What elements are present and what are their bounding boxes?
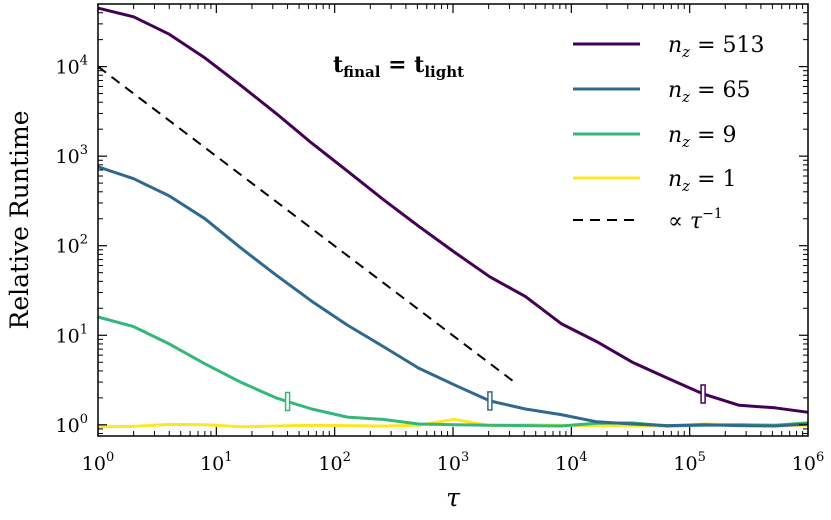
legend-label-2: nz = 9 (668, 123, 737, 151)
x-tick-label-5: 105 (673, 450, 705, 475)
y-axis-label: Relative Runtime (5, 111, 34, 330)
x-tick-label-1: 101 (200, 450, 232, 475)
annotation-t1: t (333, 52, 344, 78)
annotation-t2: t (414, 52, 425, 78)
y-tick-label-1: 101 (56, 322, 88, 347)
legend-label-3: nz = 1 (668, 167, 737, 195)
annotation-sub1: final (343, 63, 381, 81)
series-layer (97, 6, 809, 429)
series-marker-0 (700, 384, 706, 404)
y-tick-label-3: 103 (56, 143, 88, 168)
marker-layer (284, 384, 706, 412)
x-tick-label-2: 102 (318, 450, 350, 475)
series-line-2 (97, 315, 809, 428)
tick-layer: 100 101 102 103 104 105 106 100 101 102 103 104 (56, 3, 824, 475)
x-tick-label-4: 104 (555, 450, 587, 475)
x-tick-label-3: 103 (437, 450, 469, 475)
y-tick-label-0: 100 (56, 412, 88, 437)
series-line-0 (97, 6, 809, 414)
x-axis-label: τ (446, 483, 461, 512)
annotation-eq: = (380, 52, 414, 78)
legend-label-4: ∝ τ−1 (668, 206, 723, 234)
series-marker-2 (284, 391, 291, 412)
legend: nz = 513 nz = 65 nz = 9 nz = 1 ∝ τ−1 (573, 33, 765, 234)
annotation-sub2: light (424, 63, 464, 81)
x-tick-label-0: 100 (82, 450, 114, 475)
y-tick-label-4: 104 (56, 54, 88, 79)
series-line-1 (97, 165, 809, 428)
series-line-4 (97, 65, 516, 383)
svg-text:tfinal = tlight: tfinal = tlight (333, 52, 464, 81)
legend-label-0: nz = 513 (668, 33, 765, 61)
x-tick-label-6: 106 (792, 450, 824, 475)
y-tick-label-2: 102 (56, 233, 88, 258)
annotation: tfinal = tlight (333, 52, 464, 81)
series-marker-1 (487, 391, 493, 411)
legend-label-1: nz = 65 (668, 78, 751, 106)
